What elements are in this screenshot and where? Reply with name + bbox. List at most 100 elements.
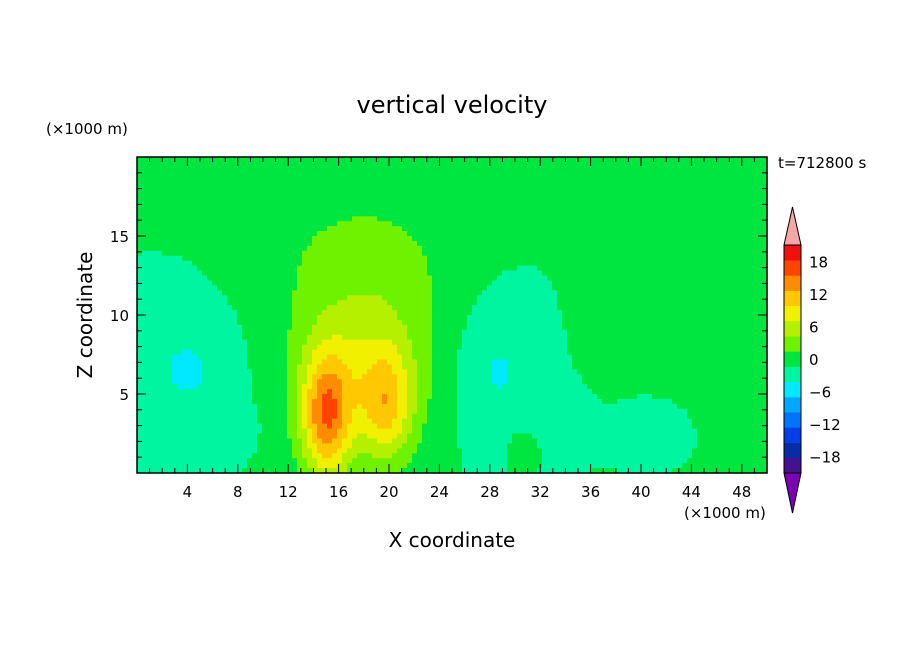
field-cell xyxy=(172,315,178,321)
field-cell xyxy=(577,310,583,316)
field-cell xyxy=(152,181,158,188)
field-cell xyxy=(327,176,333,183)
field-cell xyxy=(472,349,478,356)
field-cell xyxy=(537,250,543,257)
field-cell xyxy=(452,295,458,301)
field-cell xyxy=(742,245,748,252)
field-cell xyxy=(327,206,333,212)
field-cell xyxy=(697,324,703,331)
field-cell xyxy=(622,240,628,247)
field-cell xyxy=(617,270,623,277)
field-cell xyxy=(737,329,743,336)
field-cell xyxy=(707,310,713,316)
field-cell xyxy=(612,240,618,247)
field-cell xyxy=(762,334,768,341)
field-cell xyxy=(432,216,438,222)
field-cell xyxy=(357,275,363,282)
field-cell xyxy=(167,305,173,311)
field-cell xyxy=(757,315,763,321)
field-cell xyxy=(712,206,718,212)
field-cell xyxy=(477,240,483,247)
field-cell xyxy=(522,329,528,336)
field-cell xyxy=(297,171,303,178)
field-cell xyxy=(387,295,393,301)
field-cell xyxy=(592,166,598,173)
field-cell xyxy=(182,231,188,237)
field-cell xyxy=(357,161,363,168)
field-cell xyxy=(382,339,388,346)
field-cell xyxy=(667,319,673,326)
field-cell xyxy=(737,260,743,267)
field-cell xyxy=(217,226,223,232)
field-cell xyxy=(462,334,468,341)
field-cell xyxy=(312,275,318,282)
field-cell xyxy=(607,166,613,173)
field-cell xyxy=(472,176,478,183)
field-cell xyxy=(272,319,278,326)
field-cell xyxy=(617,245,623,252)
field-cell xyxy=(502,201,508,207)
field-cell xyxy=(602,236,608,242)
field-cell xyxy=(552,206,558,212)
field-cell xyxy=(377,255,383,262)
field-cell xyxy=(307,240,313,247)
field-cell xyxy=(572,171,578,178)
field-cell xyxy=(482,186,488,193)
field-cell xyxy=(382,324,388,331)
field-cell xyxy=(377,176,383,183)
field-cell xyxy=(222,305,228,311)
field-cell xyxy=(202,349,208,356)
field-cell xyxy=(487,319,493,326)
field-cell xyxy=(142,231,148,237)
field-cell xyxy=(692,305,698,311)
field-cell xyxy=(182,166,188,173)
field-cell xyxy=(337,290,343,296)
field-cell xyxy=(677,315,683,321)
field-cell xyxy=(727,231,733,237)
field-cell xyxy=(262,161,268,168)
field-cell xyxy=(762,300,768,306)
field-cell xyxy=(652,324,658,331)
field-cell xyxy=(472,280,478,286)
field-cell xyxy=(442,226,448,232)
field-cell xyxy=(502,250,508,257)
field-cell xyxy=(572,206,578,212)
field-cell xyxy=(267,250,273,257)
field-cell xyxy=(397,201,403,207)
field-cell xyxy=(507,211,513,217)
field-cell xyxy=(397,255,403,262)
field-cell xyxy=(457,349,463,356)
field-cell xyxy=(192,171,198,178)
field-cell xyxy=(392,255,398,262)
field-cell xyxy=(462,201,468,207)
field-cell xyxy=(317,255,323,262)
field-cell xyxy=(597,176,603,183)
field-cell xyxy=(462,171,468,178)
field-cell xyxy=(752,186,758,193)
field-cell xyxy=(347,339,353,346)
field-cell xyxy=(517,196,523,203)
field-cell xyxy=(712,265,718,272)
field-cell xyxy=(347,305,353,311)
field-cell xyxy=(152,226,158,232)
field-cell xyxy=(762,295,768,301)
field-cell xyxy=(312,310,318,316)
field-cell xyxy=(232,221,238,227)
field-cell xyxy=(407,300,413,306)
field-cell xyxy=(312,295,318,301)
field-cell xyxy=(227,324,233,331)
field-cell xyxy=(352,280,358,286)
field-cell xyxy=(667,260,673,267)
field-cell xyxy=(372,305,378,311)
field-cell xyxy=(517,201,523,207)
field-cell xyxy=(182,324,188,331)
field-cell xyxy=(667,250,673,257)
field-cell xyxy=(562,231,568,237)
field-cell xyxy=(507,166,513,173)
field-cell xyxy=(417,226,423,232)
field-cell xyxy=(492,255,498,262)
field-cell xyxy=(392,315,398,321)
field-cell xyxy=(147,344,153,351)
field-cell xyxy=(142,186,148,193)
field-cell xyxy=(757,339,763,346)
